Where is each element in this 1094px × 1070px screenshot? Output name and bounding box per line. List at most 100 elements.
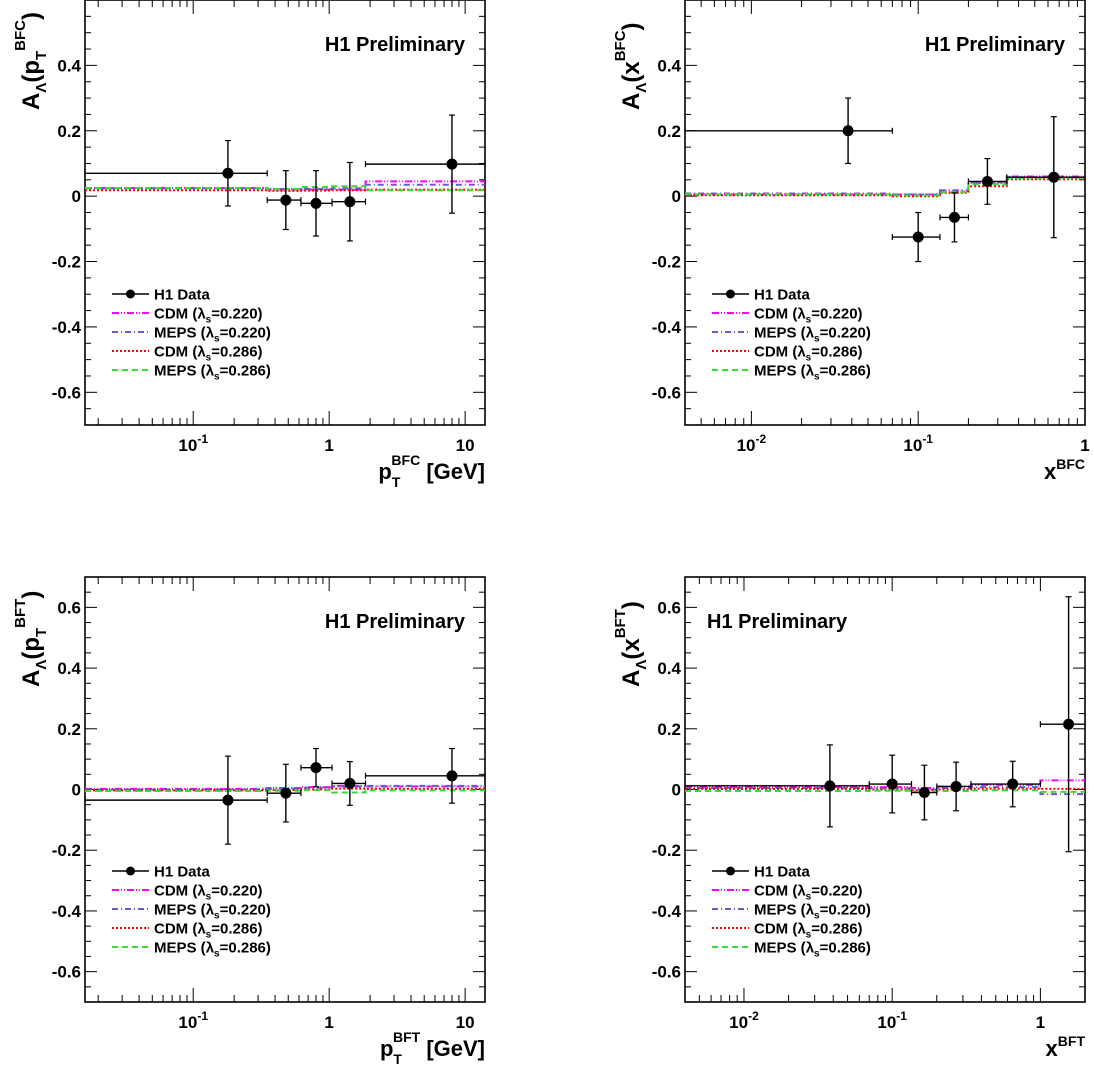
data-point bbox=[300, 747, 333, 788]
legend-entry: MEPS (λs=0.220) bbox=[712, 902, 871, 922]
data-point bbox=[970, 760, 1041, 808]
data-marker bbox=[222, 794, 234, 806]
data-point bbox=[331, 760, 367, 806]
model-curve-4 bbox=[685, 789, 1085, 793]
data-marker bbox=[344, 196, 356, 208]
data-point bbox=[891, 211, 941, 263]
legend-label: H1 Data bbox=[154, 864, 211, 881]
x-axis-title: pTBFT [GeV] bbox=[380, 1029, 485, 1067]
y-tick-label: -0.6 bbox=[52, 383, 81, 402]
y-tick-label: 0.4 bbox=[657, 56, 681, 75]
legend: H1 Data CDM (λs=0.220)MEPS (λs=0.220)CDM … bbox=[712, 864, 871, 960]
legend-label: MEPS (λs=0.220) bbox=[754, 902, 871, 922]
h1-preliminary-label: H1 Preliminary bbox=[925, 34, 1066, 56]
legend-entry: CDM (λs=0.220) bbox=[712, 883, 863, 903]
model-curve-2 bbox=[685, 176, 1085, 196]
legend-entry: H1 Data bbox=[712, 864, 811, 881]
legend-label: CDM (λs=0.220) bbox=[154, 883, 263, 903]
data-point bbox=[364, 747, 486, 804]
legend-label: CDM (λs=0.220) bbox=[754, 306, 863, 326]
y-tick-label: -0.2 bbox=[652, 841, 681, 860]
y-tick-label: 0.4 bbox=[57, 56, 81, 75]
data-point bbox=[364, 114, 486, 214]
data-marker bbox=[344, 777, 356, 789]
legend-label: MEPS (λs=0.286) bbox=[154, 363, 271, 383]
data-point bbox=[967, 157, 1008, 205]
x-axis-title: pTBFC [GeV] bbox=[378, 452, 485, 490]
legend-marker bbox=[726, 866, 735, 876]
legend-entry: MEPS (λs=0.220) bbox=[112, 902, 271, 922]
y-tick-label: -0.4 bbox=[652, 318, 682, 337]
data-marker bbox=[280, 194, 292, 206]
legend-entry: H1 Data bbox=[112, 287, 211, 304]
legend-label: CDM (λs=0.286) bbox=[754, 921, 863, 941]
panel-2: -0.6 -0.4 -0.2 0 0.2 0.4 10-2 10-1 1 H1 Prelimina… bbox=[612, 0, 1090, 484]
data-marker bbox=[446, 158, 458, 170]
x-tick-label: 1 bbox=[1080, 436, 1089, 455]
data-marker bbox=[842, 125, 854, 137]
legend: H1 Data CDM (λs=0.220)MEPS (λs=0.220)CDM … bbox=[112, 287, 271, 383]
data-point bbox=[300, 170, 333, 237]
y-tick-label: 0 bbox=[672, 187, 681, 206]
legend-label: CDM (λs=0.286) bbox=[154, 344, 263, 364]
data-marker bbox=[981, 175, 993, 187]
data-point bbox=[684, 97, 893, 165]
x-tick-label: 10-1 bbox=[178, 432, 208, 455]
legend-entry: MEPS (λs=0.220) bbox=[712, 325, 871, 345]
legend-label: CDM (λs=0.220) bbox=[154, 306, 263, 326]
x-tick-label: 10-2 bbox=[737, 432, 767, 455]
legend-entry: CDM (λs=0.286) bbox=[112, 921, 263, 941]
y-tick-label: -0.6 bbox=[652, 963, 681, 982]
x-axis-title: xBFT bbox=[1046, 1033, 1086, 1061]
y-tick-label: -0.4 bbox=[652, 902, 682, 921]
x-tick-label: 10-2 bbox=[729, 1009, 759, 1032]
legend-entry: CDM (λs=0.286) bbox=[712, 344, 863, 364]
y-axis-title: AΛ(xBFT) bbox=[612, 601, 650, 687]
y-axis-title: AΛ(xBFC) bbox=[612, 22, 650, 110]
data-marker bbox=[1007, 778, 1019, 790]
legend-label: MEPS (λs=0.286) bbox=[754, 363, 871, 383]
data-point bbox=[266, 763, 302, 823]
y-tick-label: -0.4 bbox=[52, 902, 82, 921]
panel-3: -0.6 -0.4 -0.2 0 0.2 0.4 0.6 10-1 1 10 H1 Prelimin… bbox=[12, 576, 486, 1067]
x-tick-label: 10-1 bbox=[903, 432, 933, 455]
panel-4: -0.6 -0.4 -0.2 0 0.2 0.4 0.6 10-2 10-1 1 H1 Prelim… bbox=[612, 576, 1086, 1061]
legend-label: MEPS (λs=0.220) bbox=[754, 325, 871, 345]
data-marker bbox=[446, 770, 458, 782]
data-marker bbox=[1063, 718, 1075, 730]
data-point bbox=[684, 744, 870, 828]
y-tick-label: 0 bbox=[72, 187, 81, 206]
legend-marker bbox=[126, 289, 135, 299]
legend-marker bbox=[726, 289, 735, 299]
legend-entry: CDM (λs=0.220) bbox=[112, 306, 263, 326]
y-tick-label: -0.6 bbox=[52, 963, 81, 982]
legend-entry: H1 Data bbox=[112, 864, 211, 881]
y-tick-label: -0.2 bbox=[52, 253, 81, 272]
legend-label: MEPS (λs=0.286) bbox=[154, 940, 271, 960]
data-marker bbox=[948, 211, 960, 223]
data-marker bbox=[824, 780, 836, 792]
legend-label: H1 Data bbox=[754, 287, 811, 304]
data-point bbox=[868, 754, 913, 814]
y-tick-label: -0.6 bbox=[652, 383, 681, 402]
data-point bbox=[84, 755, 268, 845]
data-marker bbox=[912, 231, 924, 243]
y-tick-label: 0.2 bbox=[657, 122, 681, 141]
legend-entry: MEPS (λs=0.286) bbox=[712, 940, 871, 960]
legend-entry: MEPS (λs=0.286) bbox=[112, 940, 271, 960]
panel-1: -0.6 -0.4 -0.2 0 0.2 0.4 10-1 1 10 H1 Preliminary… bbox=[12, 0, 486, 490]
plot-frame bbox=[84, 0, 486, 426]
data-marker bbox=[918, 787, 930, 799]
y-tick-label: 0.6 bbox=[657, 598, 681, 617]
legend-entry: MEPS (λs=0.286) bbox=[712, 363, 871, 383]
legend-entry: MEPS (λs=0.220) bbox=[112, 325, 271, 345]
legend-label: MEPS (λs=0.220) bbox=[154, 325, 271, 345]
legend-label: CDM (λs=0.220) bbox=[754, 883, 863, 903]
y-tick-label: 0.6 bbox=[57, 598, 81, 617]
y-tick-label: -0.2 bbox=[52, 841, 81, 860]
y-tick-label: 0.2 bbox=[657, 720, 681, 739]
y-tick-label: -0.4 bbox=[52, 318, 82, 337]
legend-label: MEPS (λs=0.286) bbox=[754, 940, 871, 960]
data-marker bbox=[886, 778, 898, 790]
